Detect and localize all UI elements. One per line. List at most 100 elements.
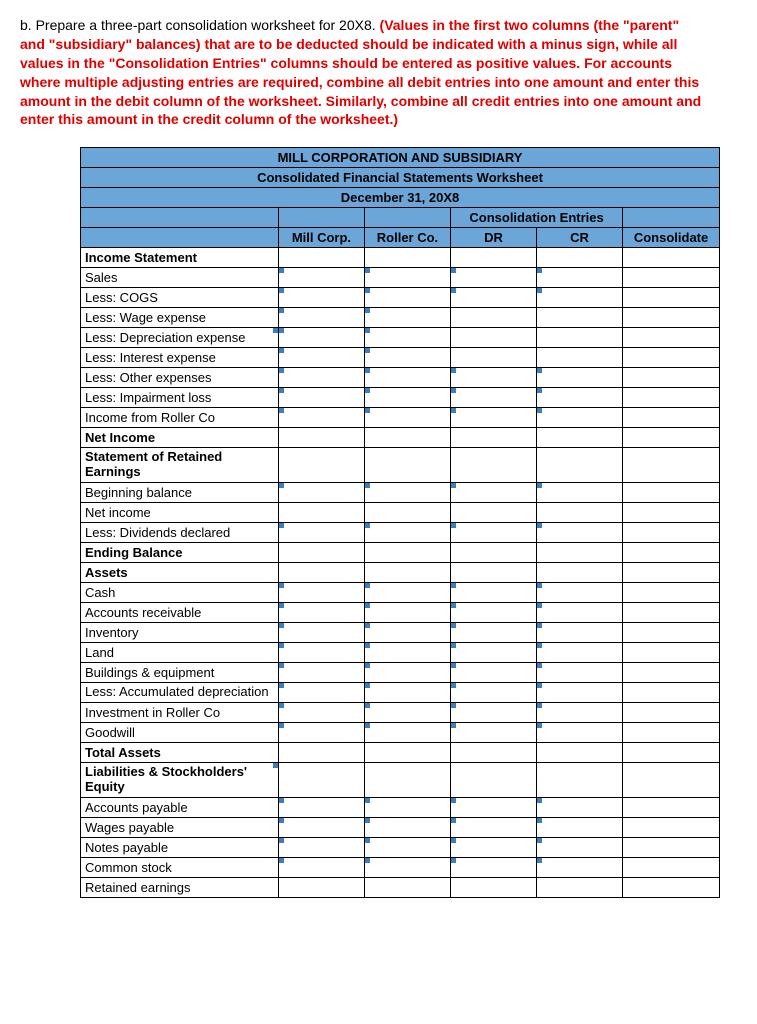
worksheet-cell[interactable] [537,268,623,288]
worksheet-cell [364,743,450,763]
worksheet-cell[interactable] [278,603,364,623]
worksheet-cell [537,503,623,523]
worksheet-cell[interactable] [364,408,450,428]
worksheet-cell[interactable] [451,268,537,288]
worksheet-cell[interactable] [537,858,623,878]
worksheet-cell[interactable] [278,858,364,878]
worksheet-cell [623,743,720,763]
worksheet-cell[interactable] [278,328,364,348]
worksheet-cell[interactable] [278,348,364,368]
worksheet-cell[interactable] [537,838,623,858]
worksheet-cell[interactable] [451,683,537,703]
worksheet-cell[interactable] [537,643,623,663]
worksheet-cell[interactable] [278,643,364,663]
worksheet-cell [451,763,537,798]
worksheet-cell[interactable] [364,663,450,683]
worksheet-cell[interactable] [278,723,364,743]
worksheet-cell[interactable] [537,663,623,683]
worksheet-cell[interactable] [364,703,450,723]
worksheet-cell[interactable] [451,858,537,878]
worksheet-cell[interactable] [364,643,450,663]
worksheet-cell[interactable] [451,408,537,428]
worksheet-cell[interactable] [537,703,623,723]
worksheet-cell[interactable] [278,483,364,503]
worksheet-cell[interactable] [364,603,450,623]
row-label: Common stock [81,858,279,878]
worksheet-cell[interactable] [364,268,450,288]
worksheet-cell[interactable] [278,703,364,723]
worksheet-cell[interactable] [364,723,450,743]
worksheet-cell[interactable] [451,703,537,723]
worksheet-cell[interactable] [364,523,450,543]
worksheet-cell[interactable] [364,388,450,408]
worksheet-cell[interactable] [364,838,450,858]
worksheet-cell [278,743,364,763]
worksheet-cell[interactable] [278,663,364,683]
worksheet-cell[interactable] [537,683,623,703]
worksheet-cell[interactable] [364,348,450,368]
worksheet-cell[interactable] [451,388,537,408]
worksheet-cell[interactable] [364,798,450,818]
worksheet-cell[interactable] [537,368,623,388]
hdr-col-dr: DR [451,228,537,248]
worksheet-cell[interactable] [364,858,450,878]
worksheet-cell[interactable] [537,523,623,543]
worksheet-cell[interactable] [451,723,537,743]
worksheet-cell[interactable] [537,388,623,408]
worksheet-cell[interactable] [278,268,364,288]
input-marker-icon [278,603,284,609]
worksheet-cell[interactable] [451,663,537,683]
worksheet-cell[interactable] [537,603,623,623]
worksheet-cell[interactable] [278,838,364,858]
worksheet-cell [278,248,364,268]
input-marker-icon [537,583,543,589]
worksheet-cell [278,563,364,583]
worksheet-cell[interactable] [278,368,364,388]
worksheet-cell[interactable] [451,603,537,623]
worksheet-cell[interactable] [278,408,364,428]
input-marker-icon [364,268,370,274]
worksheet-cell[interactable] [537,818,623,838]
worksheet-cell[interactable] [451,523,537,543]
worksheet-cell[interactable] [364,483,450,503]
worksheet-cell[interactable] [364,288,450,308]
worksheet-cell[interactable] [364,623,450,643]
worksheet-cell[interactable] [537,623,623,643]
worksheet-cell[interactable] [364,328,450,348]
worksheet-cell[interactable] [278,623,364,643]
worksheet-cell[interactable] [278,818,364,838]
worksheet-cell[interactable] [364,583,450,603]
worksheet-cell [623,328,720,348]
worksheet-cell[interactable] [278,798,364,818]
worksheet-cell[interactable] [451,643,537,663]
worksheet-cell[interactable] [278,308,364,328]
worksheet-cell[interactable] [451,583,537,603]
worksheet-cell[interactable] [364,818,450,838]
worksheet-cell[interactable] [537,408,623,428]
worksheet-cell[interactable] [278,683,364,703]
worksheet-cell[interactable] [451,288,537,308]
worksheet-cell[interactable] [451,818,537,838]
worksheet-cell[interactable] [364,308,450,328]
worksheet-cell[interactable] [537,798,623,818]
worksheet-cell [623,348,720,368]
worksheet-cell[interactable] [537,483,623,503]
worksheet-cell[interactable] [451,623,537,643]
worksheet-cell[interactable] [451,838,537,858]
worksheet-cell [537,328,623,348]
worksheet-cell [451,563,537,583]
worksheet-cell[interactable] [278,583,364,603]
worksheet-cell[interactable] [537,288,623,308]
worksheet-cell[interactable] [278,388,364,408]
row-label: Income from Roller Co [81,408,279,428]
input-marker-icon [278,523,284,529]
worksheet-cell[interactable] [451,368,537,388]
worksheet-cell[interactable] [451,798,537,818]
worksheet-cell[interactable] [537,723,623,743]
worksheet-cell[interactable] [364,368,450,388]
worksheet-cell[interactable] [364,683,450,703]
worksheet-cell[interactable] [278,523,364,543]
worksheet-cell[interactable] [537,583,623,603]
worksheet-cell[interactable] [278,288,364,308]
worksheet-cell[interactable] [451,483,537,503]
